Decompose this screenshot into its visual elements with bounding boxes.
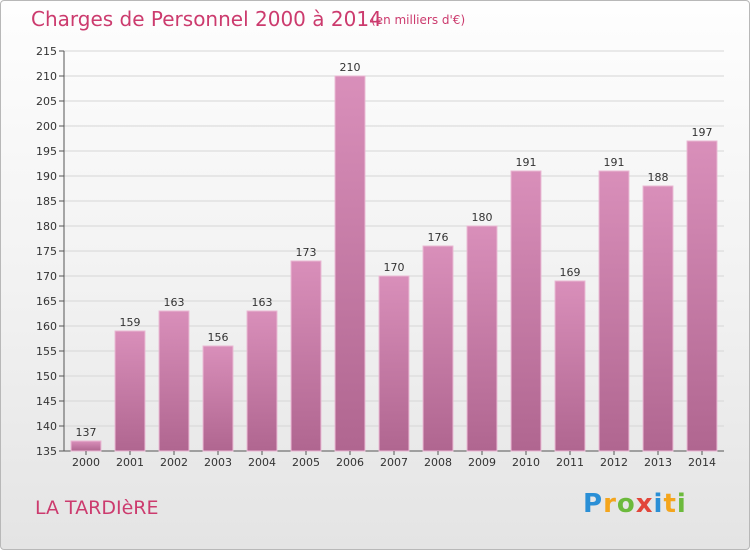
bar [466,225,498,452]
data-label: 170 [384,261,405,274]
data-label: 173 [296,246,317,259]
logo-letter: r [603,489,617,519]
y-tick-label: 210 [36,70,57,83]
bar [598,170,630,452]
y-tick-label: 140 [36,420,57,433]
logo-letter: o [616,489,636,519]
y-tick-label: 150 [36,370,57,383]
bar [334,75,366,452]
data-label: 191 [604,156,625,169]
y-tick-label: 175 [36,245,57,258]
logo-letter: t [663,489,677,519]
y-tick-label: 185 [36,195,57,208]
x-tick-label: 2013 [644,456,672,469]
bar [158,310,190,452]
data-label: 191 [516,156,537,169]
bar [686,140,718,452]
y-tick-label: 190 [36,170,57,183]
bar [422,245,454,452]
y-tick-label: 135 [36,445,57,458]
y-tick-label: 215 [36,45,57,58]
data-label: 180 [472,211,493,224]
x-tick-label: 2006 [336,456,364,469]
bar [554,280,586,452]
chart-title: Charges de Personnel 2000 à 2014 [31,7,382,31]
bar [246,310,278,452]
data-label: 156 [208,331,229,344]
logo-letter: i [653,489,664,519]
bar [70,440,102,452]
data-label: 137 [76,426,97,439]
data-label: 163 [252,296,273,309]
bar [378,275,410,452]
x-tick-label: 2001 [116,456,144,469]
y-tick-label: 170 [36,270,57,283]
y-tick-label: 165 [36,295,57,308]
x-tick-label: 2008 [424,456,452,469]
x-tick-label: 2009 [468,456,496,469]
x-tick-label: 2003 [204,456,232,469]
x-tick-label: 2002 [160,456,188,469]
data-label: 159 [120,316,141,329]
y-tick-label: 205 [36,95,57,108]
y-tick-label: 180 [36,220,57,233]
data-label: 169 [560,266,581,279]
data-label: 197 [692,126,713,139]
data-label: 188 [648,171,669,184]
y-tick-label: 160 [36,320,57,333]
x-tick-label: 2012 [600,456,628,469]
logo-letter: i [676,489,687,519]
x-tick-label: 2014 [688,456,716,469]
proxiti-logo: Proxiti [583,489,687,519]
y-tick-label: 195 [36,145,57,158]
y-tick-label: 155 [36,345,57,358]
bar [202,345,234,452]
chart-subtitle: (en milliers d'€) [371,13,466,27]
x-tick-label: 2000 [72,456,100,469]
bar [510,170,542,452]
bar [642,185,674,452]
bar [114,330,146,452]
x-tick-label: 2005 [292,456,320,469]
y-tick-label: 145 [36,395,57,408]
data-label: 210 [340,61,361,74]
x-tick-label: 2010 [512,456,540,469]
x-tick-label: 2011 [556,456,584,469]
data-label: 163 [164,296,185,309]
bar [290,260,322,452]
y-tick-label: 200 [36,120,57,133]
x-tick-label: 2004 [248,456,276,469]
logo-letter: x [635,489,654,519]
x-tick-label: 2007 [380,456,408,469]
data-label: 176 [428,231,449,244]
logo-letter: P [583,489,604,519]
commune-name: LA TARDIèRE [35,497,159,519]
